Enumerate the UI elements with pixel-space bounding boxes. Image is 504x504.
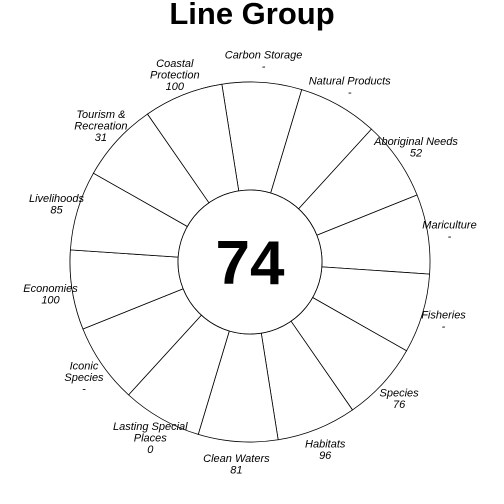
petal-label-coastal-protection: Coastal Protection 100 xyxy=(150,58,200,93)
petal-label-aboriginal-needs: Aboriginal Needs 52 xyxy=(373,136,458,160)
petal-name: Aboriginal Needs xyxy=(373,136,458,148)
petal-label-natural-products: Natural Products - xyxy=(309,76,391,100)
petal-name: Species xyxy=(64,372,104,384)
chart-title: Line Group xyxy=(169,0,335,31)
petal-name: Carbon Storage xyxy=(225,50,303,62)
petal-label-livelihoods: Livelihoods 85 xyxy=(29,193,85,217)
petal-label-lasting-special-places: Lasting Special Places 0 xyxy=(113,421,188,456)
petal-name: Economies xyxy=(23,283,78,295)
petal-value: 81 xyxy=(230,464,242,476)
petal-name: Protection xyxy=(150,70,200,82)
petal-label-carbon-storage: Carbon Storage - xyxy=(225,50,303,73)
petal-name: Species xyxy=(380,388,420,400)
petal-value: - xyxy=(448,231,452,243)
petal-value: 31 xyxy=(95,132,107,144)
petal-value: 100 xyxy=(41,294,60,306)
center-circle xyxy=(177,189,323,335)
petal-value: 76 xyxy=(393,399,406,411)
petal-label-habitats: Habitats 96 xyxy=(305,439,346,463)
petal-label-clean-waters: Clean Waters 81 xyxy=(203,453,270,477)
petal-label-iconic-species: Iconic Species - xyxy=(64,361,104,396)
petal-value: - xyxy=(348,87,352,99)
center-score: 74 xyxy=(216,229,285,298)
petal-name: Recreation xyxy=(74,121,127,133)
petal-value: 96 xyxy=(319,450,332,462)
petal-value: 100 xyxy=(166,81,185,93)
petal-value: 0 xyxy=(147,444,154,456)
petal-name: Clean Waters xyxy=(203,453,270,465)
petal-value: 52 xyxy=(410,148,422,160)
petal-value: - xyxy=(262,61,266,73)
petal-label-fisheries: Fisheries - xyxy=(421,309,466,333)
petal-label-tourism-recreation: Tourism & Recreation 31 xyxy=(74,109,127,144)
petal-name: Fisheries xyxy=(421,309,466,321)
petal-label-species: Species 76 xyxy=(380,388,420,412)
petal-name: Natural Products xyxy=(309,76,391,88)
petal-name: Places xyxy=(134,433,168,445)
petal-name: Lasting Special xyxy=(113,421,188,433)
petal-name: Tourism & xyxy=(76,109,125,121)
petal-name: Habitats xyxy=(305,439,346,451)
petal-value: - xyxy=(82,384,86,396)
petal-name: Mariculture xyxy=(422,220,476,232)
petal-name: Livelihoods xyxy=(29,193,85,205)
petal-label-mariculture: Mariculture - xyxy=(422,220,476,244)
petal-name: Coastal xyxy=(156,58,194,70)
petal-label-economies: Economies 100 xyxy=(23,283,78,307)
petal-value: 85 xyxy=(50,205,63,217)
petal-name: Iconic xyxy=(70,361,99,373)
petal-value: - xyxy=(442,321,446,333)
